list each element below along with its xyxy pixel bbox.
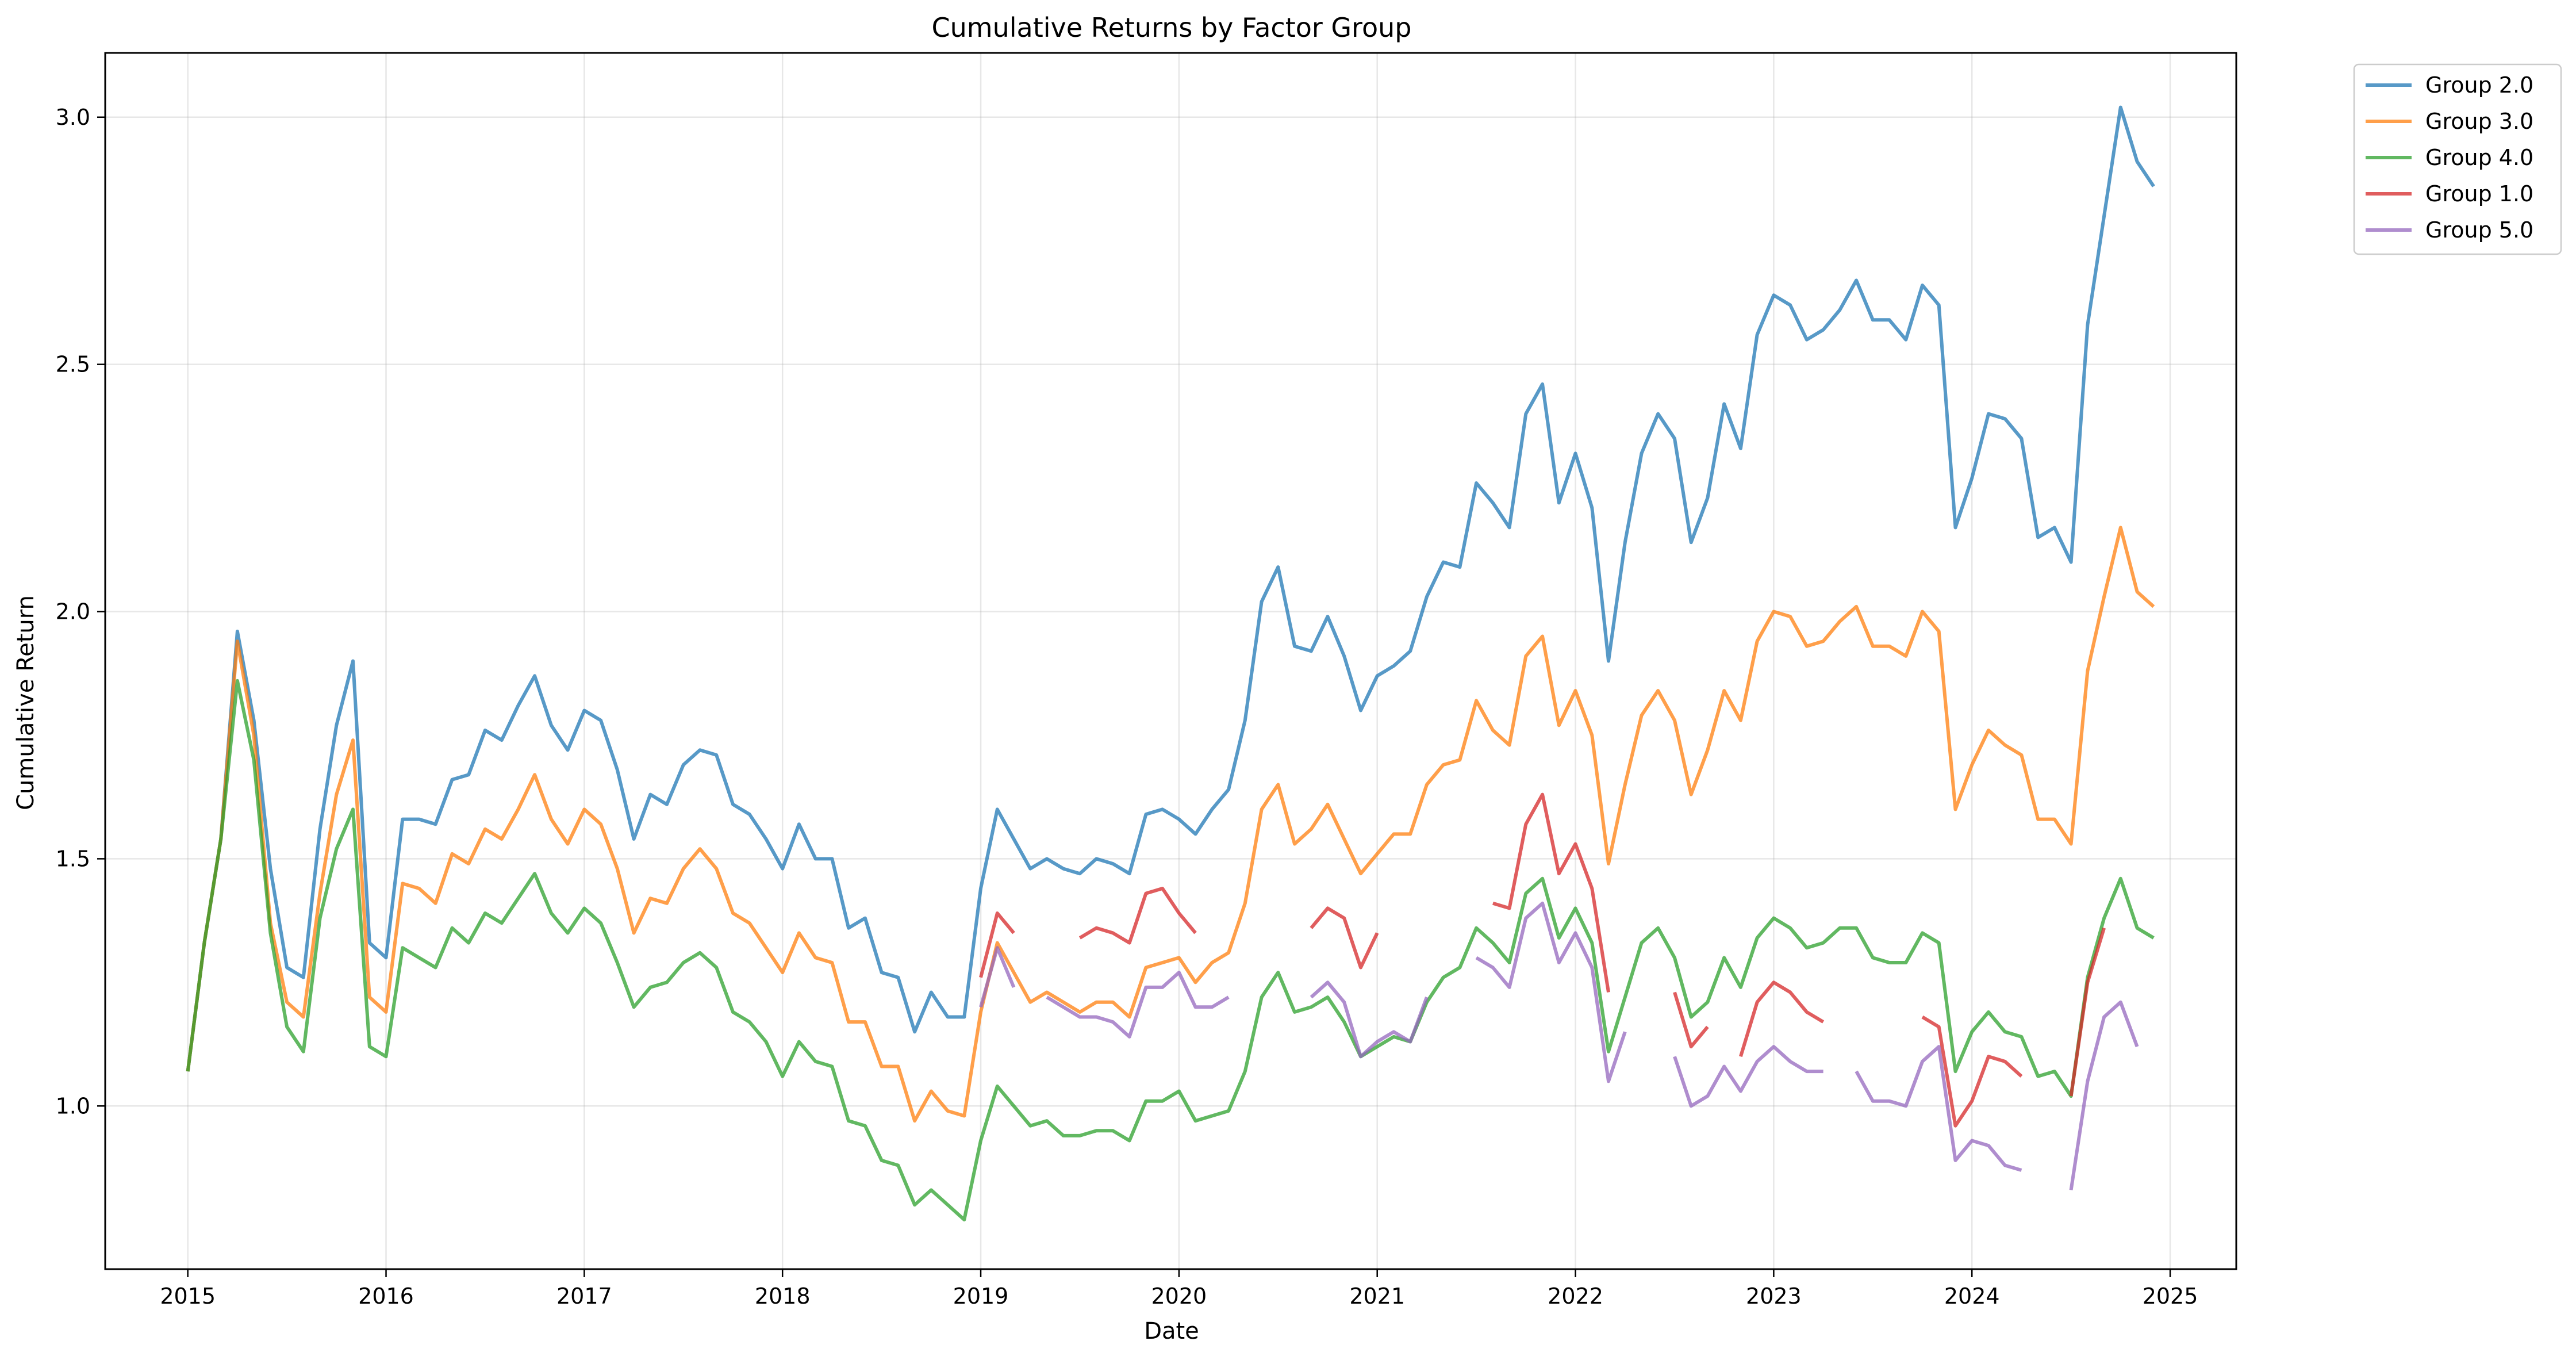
x-tick-label: 2019 — [953, 1284, 1009, 1309]
legend-label: Group 3.0 — [2425, 109, 2533, 134]
y-tick-label: 2.0 — [56, 599, 90, 625]
x-tick-label: 2016 — [358, 1284, 414, 1309]
series-segment — [979, 911, 1015, 978]
y-tick-label: 2.5 — [56, 352, 90, 377]
chart-title: Cumulative Returns by Factor Group — [932, 12, 1412, 43]
x-tick-label: 2021 — [1349, 1284, 1405, 1309]
x-tick-label: 2018 — [755, 1284, 811, 1309]
y-tick-label: 3.0 — [56, 105, 90, 130]
series-segment — [1078, 887, 1197, 945]
y-tick-label: 1.0 — [56, 1093, 90, 1118]
series-segment — [1310, 980, 1429, 1059]
series-segment — [186, 105, 2155, 1072]
series-segment — [186, 679, 2155, 1221]
y-axis-label: Cumulative Return — [13, 595, 39, 810]
series-segment — [1673, 991, 1709, 1049]
x-tick-label: 2023 — [1746, 1284, 1802, 1309]
series-line-group-2-0 — [186, 105, 2155, 1072]
series-segment — [979, 946, 1016, 1008]
series-segment — [1673, 1045, 1823, 1108]
x-tick-label: 2020 — [1151, 1284, 1207, 1309]
series-segment — [1492, 792, 1610, 993]
x-tick-label: 2024 — [1944, 1284, 2000, 1309]
axis-ticks: 2015 2016 2017 2018 2019 2020 2021 2022 2023 2024… — [56, 105, 2198, 1309]
series-line-group-5-0 — [979, 901, 2139, 1190]
x-tick-label: 2025 — [2143, 1284, 2198, 1309]
series-segment — [1921, 1015, 2023, 1128]
legend-label: Group 5.0 — [2425, 217, 2533, 243]
grid-lines — [105, 53, 2236, 1269]
legend-frame — [2353, 63, 2562, 255]
series-layer — [186, 105, 2155, 1221]
series-segment — [1310, 906, 1379, 970]
series-segment — [186, 526, 2155, 1123]
legend-label: Group 4.0 — [2425, 145, 2533, 170]
series-segment — [1739, 980, 1825, 1058]
x-tick-label: 2017 — [556, 1284, 612, 1309]
series-segment — [2069, 1000, 2139, 1190]
series-line-group-4-0 — [186, 679, 2155, 1221]
legend-label: Group 2.0 — [2425, 72, 2533, 98]
x-tick-label: 2015 — [160, 1284, 216, 1309]
y-tick-label: 1.5 — [56, 846, 90, 871]
series-line-group-1-0 — [979, 792, 2106, 1128]
legend: Group 2.0 Group 3.0 Group 4.0 Group 1.0 Grou… — [2353, 63, 2562, 255]
series-segment — [2069, 927, 2106, 1097]
series-segment — [1046, 971, 1230, 1039]
series-segment — [1855, 1045, 2022, 1172]
series-segment — [1475, 901, 1627, 1083]
x-axis-label: Date — [1144, 1318, 1199, 1344]
series-line-group-3-0 — [186, 526, 2155, 1123]
x-tick-label: 2022 — [1548, 1284, 1603, 1309]
plot-frame — [104, 52, 2237, 1270]
legend-label: Group 1.0 — [2425, 181, 2533, 206]
